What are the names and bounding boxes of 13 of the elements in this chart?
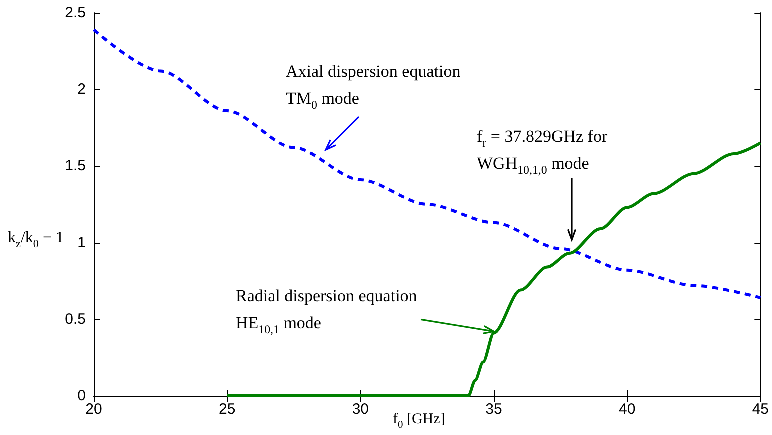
x-tick-label: 45 bbox=[752, 401, 769, 418]
y-tick-label: 1.5 bbox=[65, 158, 86, 175]
y-tick-label: 1 bbox=[78, 234, 86, 252]
x-tick-label: 30 bbox=[352, 401, 370, 418]
x-tick-label: 35 bbox=[486, 401, 502, 418]
y-tick-label: 0 bbox=[78, 388, 86, 404]
line-series bbox=[226, 142, 762, 398]
y-tick-label: 2.5 bbox=[65, 4, 86, 22]
x-tick-label: 20 bbox=[86, 401, 102, 418]
x-tick-label: 40 bbox=[618, 401, 636, 418]
y-tick-label: 2 bbox=[78, 81, 86, 98]
y-tick-label: 0.5 bbox=[65, 310, 86, 328]
x-tick-label: 25 bbox=[218, 401, 236, 418]
